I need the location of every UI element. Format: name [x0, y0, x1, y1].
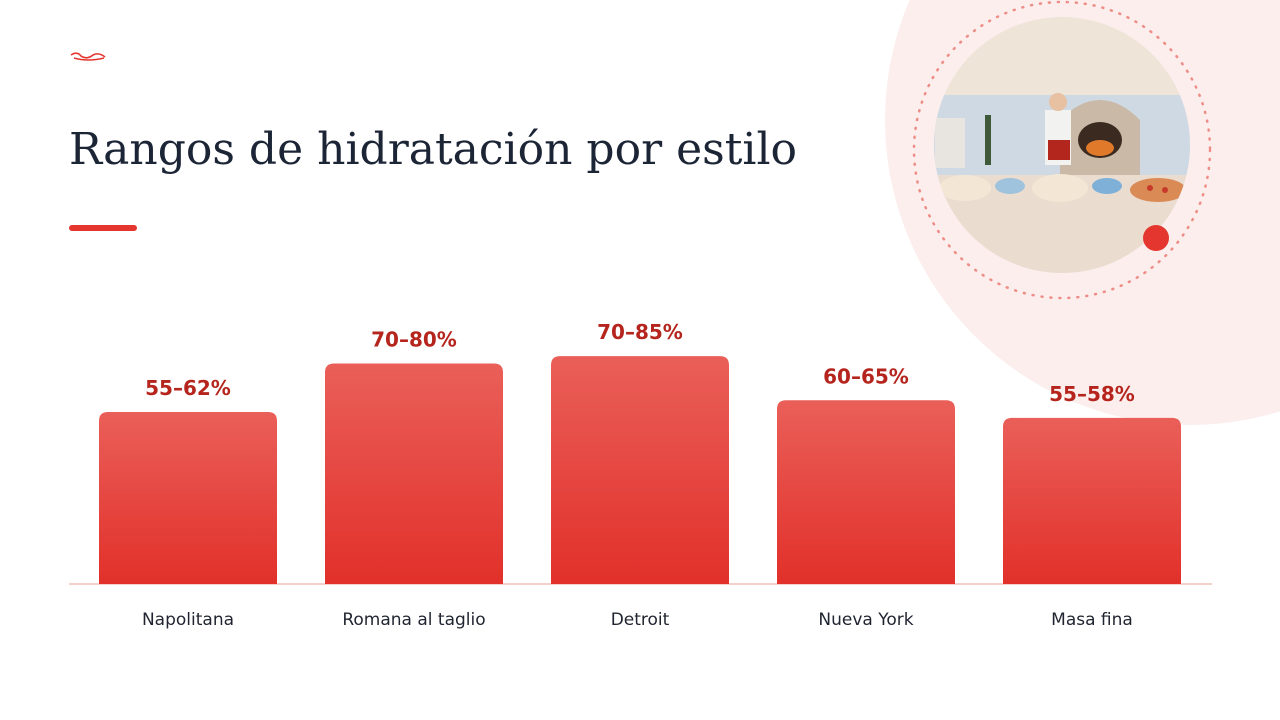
bar: [551, 356, 729, 584]
bar: [99, 412, 277, 584]
value-label: 70–85%: [597, 320, 683, 344]
illustration: [934, 17, 1190, 273]
value-label: 55–58%: [1049, 382, 1135, 406]
bar: [325, 363, 503, 584]
bar: [1003, 417, 1181, 584]
decor-dot: [1143, 225, 1169, 251]
bar: [777, 400, 955, 584]
x-tick-label: Detroit: [611, 610, 670, 630]
x-tick-label: Nueva York: [818, 610, 913, 630]
value-label: 55–62%: [145, 376, 231, 400]
title-underline: [69, 225, 137, 231]
x-tick-label: Romana al taglio: [342, 610, 485, 630]
x-tick-label: Masa fina: [1051, 610, 1133, 630]
chart-title: Rangos de hidratación por estilo: [69, 124, 797, 175]
value-label: 70–80%: [371, 328, 457, 352]
value-label: 60–65%: [823, 364, 909, 388]
logo: [70, 52, 106, 61]
x-tick-label: Napolitana: [142, 610, 234, 630]
decor-dotted-ring: [912, 0, 1212, 300]
